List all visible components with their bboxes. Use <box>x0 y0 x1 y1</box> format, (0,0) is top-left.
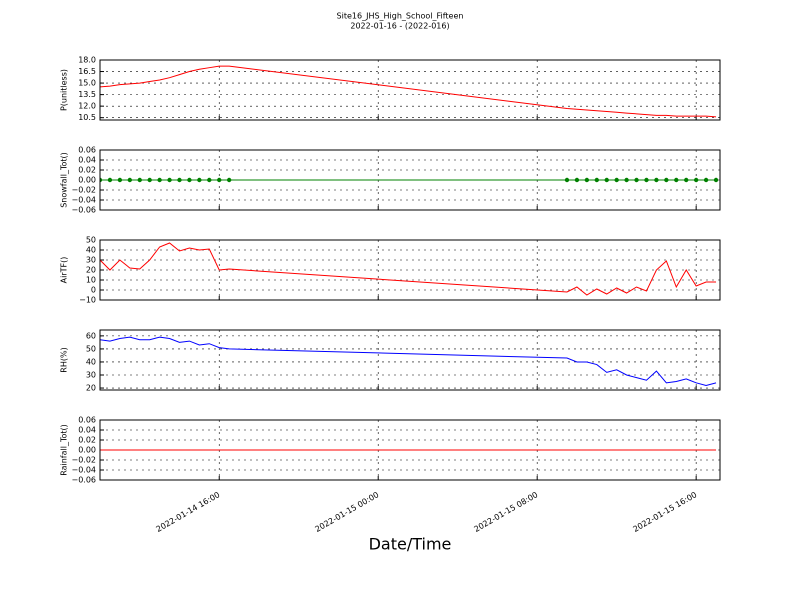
chart-title: Site16_JHS_High_School_Fifteen <box>337 12 464 21</box>
y-axis-label: Rainfall_Tot() <box>60 424 69 476</box>
plot-frame <box>99 59 721 121</box>
y-tick-label: 0.02 <box>78 166 96 175</box>
point <box>127 177 133 183</box>
y-tick-label: −0.04 <box>71 466 96 475</box>
point <box>226 177 232 183</box>
y-tick-label: 10 <box>86 276 96 285</box>
y-tick-label: −0.02 <box>71 186 96 195</box>
point <box>674 177 679 183</box>
y-tick-label: −0.04 <box>71 196 96 205</box>
point <box>100 177 103 183</box>
point <box>584 177 590 183</box>
point <box>167 177 172 183</box>
point <box>137 177 142 183</box>
point <box>634 177 639 183</box>
y-axis-label: AirTF() <box>60 257 69 284</box>
y-axis-label: Snowfall_Tot() <box>60 152 69 208</box>
y-tick-label: 12.0 <box>78 102 96 111</box>
plot-frame <box>99 149 721 211</box>
y-tick-label: 0 <box>91 286 96 295</box>
point <box>713 177 719 183</box>
point <box>693 177 699 183</box>
point <box>684 177 689 183</box>
y-tick-label: 60 <box>86 331 96 340</box>
point <box>654 177 659 183</box>
point <box>157 177 162 183</box>
series-line <box>100 65 717 118</box>
y-tick-label: −0.06 <box>71 476 96 485</box>
y-tick-label: 10.5 <box>78 113 96 122</box>
point <box>107 177 113 183</box>
y-tick-label: 50 <box>86 236 96 245</box>
point <box>624 177 629 183</box>
x-axis-label: Date/Time <box>369 535 452 554</box>
plot-frame <box>99 239 721 301</box>
point <box>703 177 709 183</box>
point <box>207 177 212 183</box>
point <box>147 177 152 183</box>
chart-subtitle: 2022-01-16 - (2022-016) <box>350 22 449 31</box>
y-tick-label: 0.06 <box>78 146 96 155</box>
y-axis-label: RH(%) <box>60 347 69 372</box>
y-tick-label: 13.5 <box>78 90 96 99</box>
y-tick-label: 30 <box>86 371 96 380</box>
point <box>604 177 609 183</box>
y-tick-label: 0.04 <box>78 156 96 165</box>
y-tick-label: 15.0 <box>78 79 96 88</box>
y-tick-label: 40 <box>86 246 96 255</box>
point <box>664 177 669 183</box>
point <box>644 177 649 183</box>
series-line <box>100 336 717 386</box>
y-tick-label: 0.00 <box>78 176 96 185</box>
point <box>177 177 182 183</box>
y-tick-label: −10 <box>79 296 96 305</box>
y-tick-label: 30 <box>86 256 96 265</box>
y-tick-label: 16.5 <box>78 67 96 76</box>
plot-frame <box>99 329 721 391</box>
y-tick-label: 18.0 <box>78 56 96 65</box>
point <box>614 177 619 183</box>
y-tick-label: 40 <box>86 357 96 366</box>
y-tick-label: 0.00 <box>78 446 96 455</box>
point <box>594 177 599 183</box>
point <box>574 177 580 183</box>
series-line <box>100 242 717 296</box>
point <box>187 177 192 183</box>
y-tick-label: 50 <box>86 344 96 353</box>
y-tick-label: −0.02 <box>71 456 96 465</box>
point <box>217 177 222 183</box>
y-tick-label: 20 <box>86 384 96 393</box>
y-tick-label: −0.06 <box>71 206 96 215</box>
y-axis-label: P(unitless) <box>60 69 69 111</box>
y-tick-label: 20 <box>86 266 96 275</box>
y-tick-label: 0.06 <box>78 416 96 425</box>
plot-frame <box>99 419 721 481</box>
point <box>117 177 123 183</box>
point <box>564 177 570 183</box>
y-tick-label: 0.04 <box>78 426 96 435</box>
y-tick-label: 0.02 <box>78 436 96 445</box>
point <box>197 177 202 183</box>
